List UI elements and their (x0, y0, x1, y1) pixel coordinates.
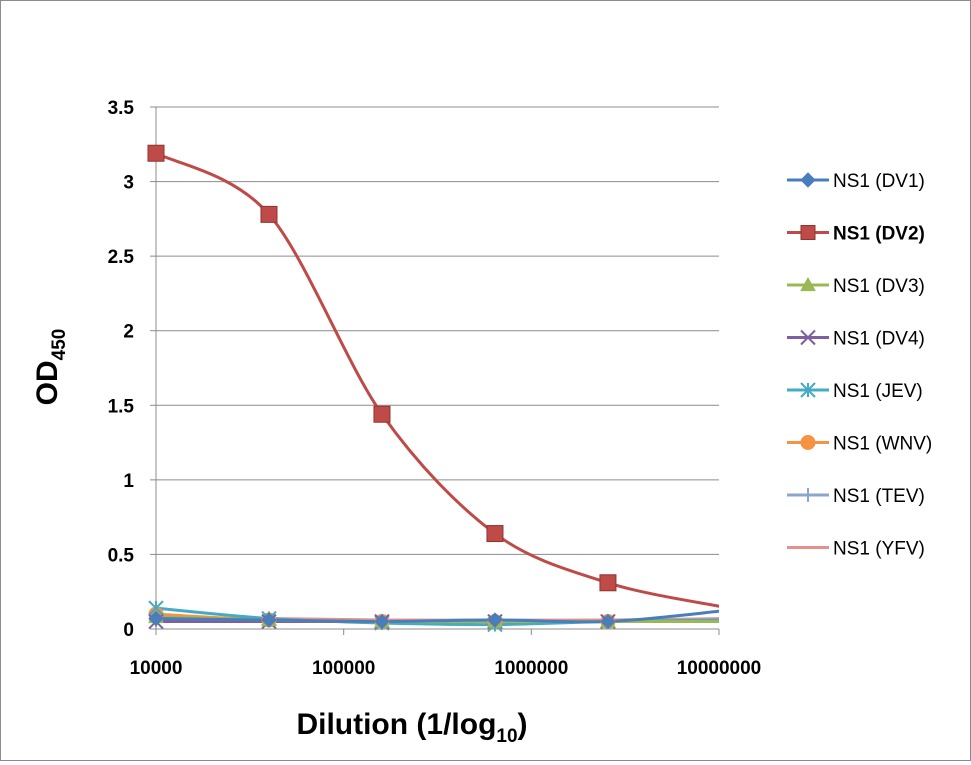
y-axis-title: OD450 (31, 329, 70, 406)
legend-label: NS1 (DV2) (833, 224, 925, 245)
y-tick-label: 2.5 (108, 247, 135, 268)
y-tick-label: 1.5 (108, 396, 135, 417)
series-line (155, 151, 719, 608)
legend-marker (800, 435, 816, 450)
x-tick-label: 100000 (312, 658, 375, 679)
legend-marker (800, 172, 816, 188)
legend-marker (801, 488, 815, 502)
legend-marker (800, 382, 816, 398)
legend-label: NS1 (JEV) (833, 381, 923, 402)
legend-marker (800, 276, 816, 292)
legend-item: NS1 (DV3) (787, 276, 925, 297)
series-markers (147, 144, 617, 633)
legend-label: NS1 (DV4) (833, 329, 925, 350)
legend-item: NS1 (YFV) (787, 539, 925, 560)
data-point (148, 610, 164, 627)
legend-label: NS1 (TEV) (833, 486, 925, 507)
x-tick-labels: 10000 100000 1000000 10000000 (130, 658, 762, 679)
y-tick-label: 3.5 (108, 98, 135, 119)
legend: NS1 (DV1) NS1 (DV2) NS1 (DV3) NS1 (DV4) NS1 … (787, 171, 932, 560)
y-tick-label: 0 (123, 620, 134, 641)
legend-label: NS1 (YFV) (833, 539, 925, 560)
data-point (599, 574, 617, 592)
x-tick-label: 10000 (130, 658, 183, 679)
legend-item: NS1 (DV2) (787, 224, 925, 245)
legend-marker (800, 329, 816, 346)
y-tick-label: 0.5 (108, 545, 135, 566)
legend-label: NS1 (DV1) (833, 171, 925, 192)
x-tick-label: 10000000 (677, 658, 762, 679)
data-point (260, 205, 278, 223)
y-tick-labels: 0 0.5 1 1.5 2 2.5 3 3.5 (108, 98, 135, 641)
legend-item: NS1 (JEV) (787, 381, 923, 402)
legend-label: NS1 (WNV) (833, 434, 932, 455)
data-point (373, 405, 391, 423)
data-point (261, 612, 277, 628)
data-point (374, 613, 390, 630)
axes (155, 107, 720, 635)
legend-item: NS1 (DV4) (787, 329, 925, 350)
data-point (147, 144, 165, 162)
data-point (486, 525, 504, 543)
x-tick-label: 1000000 (494, 658, 568, 679)
legend-label: NS1 (DV3) (833, 276, 925, 297)
legend-item: NS1 (TEV) (787, 486, 925, 507)
y-tick-label: 1 (123, 471, 134, 492)
data-point (600, 613, 616, 630)
legend-item: NS1 (DV1) (787, 171, 925, 192)
series-lines (155, 151, 719, 627)
legend-item: NS1 (WNV) (787, 434, 932, 455)
gridlines (150, 106, 719, 630)
data-point (487, 612, 503, 628)
x-axis-title: Dilution (1/log10) (296, 708, 527, 747)
y-tick-label: 3 (123, 173, 134, 194)
y-tick-label: 2 (123, 322, 134, 343)
series-line (155, 609, 719, 624)
legend-marker (800, 225, 816, 240)
